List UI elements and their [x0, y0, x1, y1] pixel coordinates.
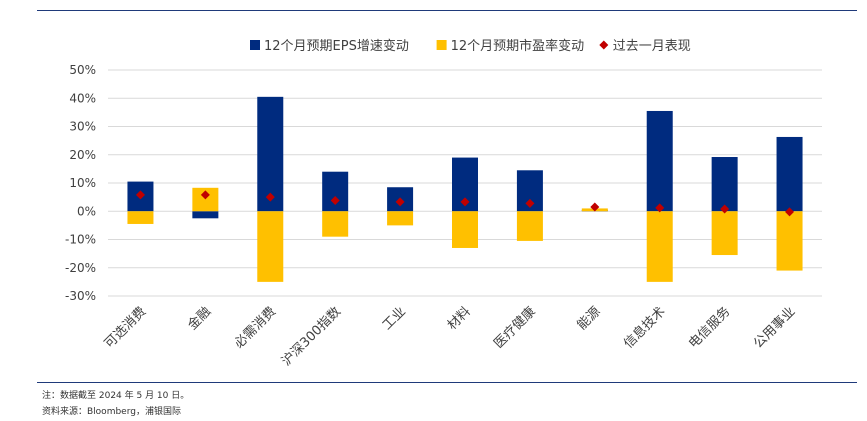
legend-swatch — [436, 40, 447, 50]
legend-swatch — [599, 40, 609, 50]
x-tick-label: 材料 — [445, 304, 474, 333]
x-tick-label: 可选消费 — [102, 304, 149, 351]
legend-label: 12个月预期EPS增速变动 — [264, 38, 409, 54]
bar — [711, 211, 738, 256]
x-tick-label: 信息技术 — [620, 304, 668, 352]
bar — [192, 187, 219, 212]
bottom-rule — [37, 382, 857, 383]
performance-marker — [265, 192, 275, 202]
performance-marker — [135, 190, 145, 200]
bar — [452, 211, 478, 248]
bar — [711, 157, 738, 212]
bar — [646, 110, 673, 212]
performance-marker — [525, 198, 535, 208]
y-tick-label: 40% — [69, 91, 96, 105]
performance-marker — [330, 196, 340, 206]
performance-marker — [720, 204, 730, 214]
bar — [322, 211, 349, 237]
legend-label: 过去一月表现 — [613, 39, 691, 54]
y-tick-label: -30% — [65, 289, 96, 303]
x-tick-label: 沪深300指数 — [278, 304, 344, 370]
performance-marker — [200, 190, 210, 200]
bar — [257, 211, 284, 282]
y-tick-label: 50% — [69, 63, 96, 77]
y-tick-label: 20% — [69, 148, 96, 162]
x-tick-label: 金融 — [184, 304, 214, 334]
bar-chart: 50% 40% 30% 20% 10% 0% -10% -20% -30% 可选消费 金融 必需消费沪… — [65, 38, 822, 370]
performance-marker — [655, 203, 665, 213]
footnote-source: 资料来源：Bloomberg，浦银国际 — [42, 407, 181, 417]
bar — [322, 171, 349, 212]
y-tick-label: 10% — [69, 176, 96, 190]
bar — [646, 211, 673, 282]
performance-marker — [590, 202, 600, 212]
bar — [776, 211, 803, 271]
top-rule — [37, 10, 857, 11]
legend-swatch — [250, 40, 260, 50]
bar — [387, 211, 414, 226]
y-tick-label: 0% — [77, 204, 96, 218]
y-tick-label: 30% — [69, 120, 96, 134]
x-tick-label: 医疗健康 — [491, 304, 539, 352]
bar — [257, 96, 284, 212]
bar — [192, 211, 219, 219]
x-tick-label: 能源 — [575, 304, 604, 333]
x-tick-label: 电信服务 — [685, 304, 733, 352]
legend-label: 12个月预期市盈率变动 — [451, 38, 585, 54]
performance-marker — [395, 197, 405, 207]
performance-marker — [460, 197, 470, 207]
bar — [516, 211, 543, 241]
bar — [776, 136, 803, 212]
y-tick-label: -10% — [65, 233, 96, 247]
footnote-note: 注：数据截至 2024 年 5 月 10 日。 — [42, 391, 190, 401]
bar — [127, 211, 154, 224]
performance-marker — [785, 207, 795, 217]
x-tick-label: 工业 — [380, 304, 409, 333]
x-tick-label: 必需消费 — [232, 304, 279, 351]
y-tick-label: -20% — [65, 261, 96, 275]
x-tick-label: 公用事业 — [751, 304, 798, 351]
